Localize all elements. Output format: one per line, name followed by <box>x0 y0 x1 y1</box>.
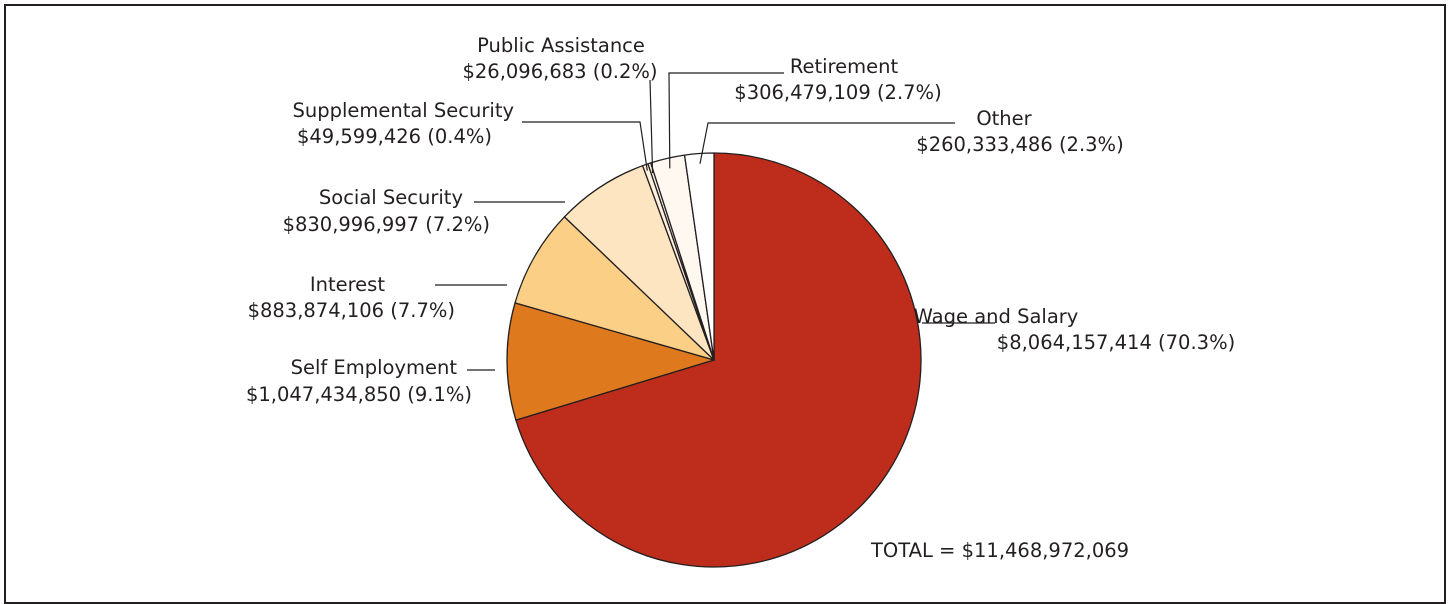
slice-value-retirement: $306,479,109 (2.7%) <box>734 81 941 104</box>
slice-value-self-employment: $1,047,434,850 (9.1%) <box>246 383 472 406</box>
slice-label-retirement: Retirement <box>790 55 899 78</box>
slice-value-social-security: $830,996,997 (7.2%) <box>283 213 490 236</box>
leader-line-other <box>699 122 955 164</box>
slice-label-supplemental-security: Supplemental Security <box>292 99 514 122</box>
pie-slice-interest <box>514 216 715 361</box>
slice-label-wage-and-salary: Wage and Salary <box>914 305 1079 328</box>
slice-label-social-security: Social Security <box>319 186 463 209</box>
slice-label-interest: Interest <box>310 273 385 296</box>
leader-line-retirement <box>668 72 784 169</box>
pie-slices <box>506 152 922 568</box>
slice-value-supplemental-security: $49,599,426 (0.4%) <box>297 125 492 148</box>
pie-slice-wage-and-salary <box>515 152 922 568</box>
slice-label-self-employment: Self Employment <box>291 356 458 379</box>
leader-line-supplemental-security <box>522 121 648 171</box>
total-label: TOTAL = $11,468,972,069 <box>870 539 1129 562</box>
slice-value-interest: $883,874,106 (7.7%) <box>248 299 455 322</box>
leader-lines <box>435 72 995 371</box>
slice-value-other: $260,333,486 (2.3%) <box>916 133 1123 156</box>
slice-value-wage-and-salary: $8,064,157,414 (70.3%) <box>997 331 1235 354</box>
slice-label-public-assistance: Public Assistance <box>477 34 645 57</box>
slice-value-public-assistance: $26,096,683 (0.2%) <box>462 60 657 83</box>
pie-slice-other <box>683 152 715 361</box>
pie-slice-self-employment <box>506 302 715 421</box>
leader-line-public-assistance <box>649 79 654 174</box>
pie-chart: Wage and Salary $8,064,157,414 (70.3%) S… <box>246 34 1235 568</box>
slice-label-other: Other <box>976 107 1032 130</box>
